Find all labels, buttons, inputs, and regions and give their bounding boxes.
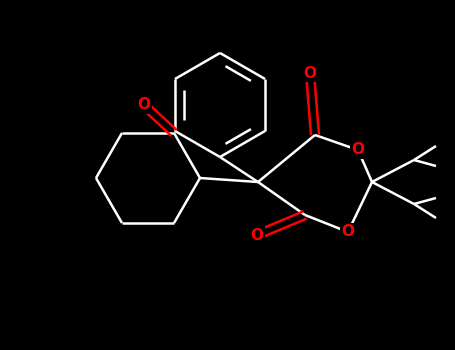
Text: O: O [352, 142, 364, 158]
Text: O: O [342, 224, 354, 239]
Text: O: O [251, 228, 263, 243]
Text: O: O [137, 97, 151, 112]
Text: O: O [303, 65, 317, 80]
